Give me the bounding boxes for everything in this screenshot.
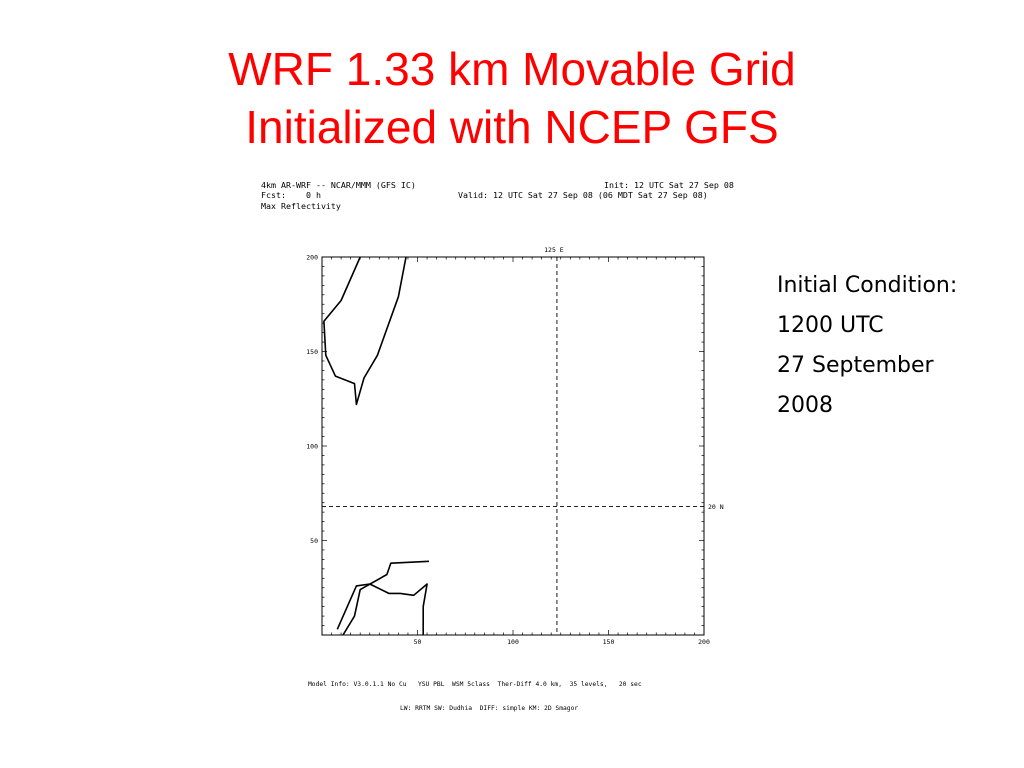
- reflectivity-map: 200 150 100 50 50 100 150 200 125 E 20 N: [306, 246, 724, 646]
- model-info-line-1: Model Info: V3.0.1.1 No Cu YSU PBL WSM 5…: [308, 681, 642, 688]
- parallel-label: 20 N: [708, 503, 724, 511]
- coastlines: [323, 256, 430, 636]
- title-line-1: WRF 1.33 km Movable Grid: [228, 43, 796, 95]
- model-info: Model Info: V3.0.1.1 No Cu YSU PBL WSM 5…: [308, 665, 748, 721]
- y-axis-tick-labels: 200 150 100 50: [306, 254, 318, 546]
- valid-time-label: Valid: 12 UTC Sat 27 Sep 08 (06 MDT Sat …: [458, 190, 708, 200]
- y-tick-label: 200: [306, 254, 318, 262]
- field-name-label: Max Reflectivity: [261, 201, 341, 211]
- coastline: [323, 256, 407, 406]
- coastline: [342, 560, 430, 636]
- plot-header: 4km AR-WRF -- NCAR/MMM (GFS IC) Init: 12…: [261, 180, 771, 216]
- slide-title: WRF 1.33 km Movable Grid Initialized wit…: [0, 40, 1024, 156]
- x-tick-label: 100: [507, 638, 519, 646]
- x-tick-label: 200: [698, 638, 710, 646]
- initial-condition-time: 1200 UTC: [777, 313, 884, 338]
- y-tick-label: 100: [306, 443, 318, 451]
- initial-condition-text: Initial Condition: 1200 UTC 27 September…: [777, 266, 1017, 426]
- meridian-label: 125 E: [544, 246, 564, 254]
- model-name-label: 4km AR-WRF -- NCAR/MMM (GFS IC): [261, 180, 416, 190]
- initial-condition-year: 2008: [777, 393, 833, 418]
- initial-condition-label: Initial Condition:: [777, 273, 958, 298]
- y-tick-label: 50: [310, 537, 318, 545]
- coastline: [336, 583, 428, 635]
- x-tick-label: 50: [414, 638, 422, 646]
- tick-marks: [322, 257, 704, 635]
- forecast-hour-label: Fcst: 0 h: [261, 190, 321, 200]
- y-tick-label: 150: [306, 348, 318, 356]
- title-line-2: Initialized with NCEP GFS: [245, 101, 779, 153]
- init-time-label: Init: 12 UTC Sat 27 Sep 08: [604, 180, 734, 190]
- initial-condition-date: 27 September: [777, 353, 934, 378]
- model-info-line-2: LW: RRTM SW: Dudhia DIFF: simple KM: 2D …: [400, 705, 579, 712]
- x-tick-label: 150: [603, 638, 615, 646]
- x-axis-tick-labels: 50 100 150 200: [414, 638, 710, 646]
